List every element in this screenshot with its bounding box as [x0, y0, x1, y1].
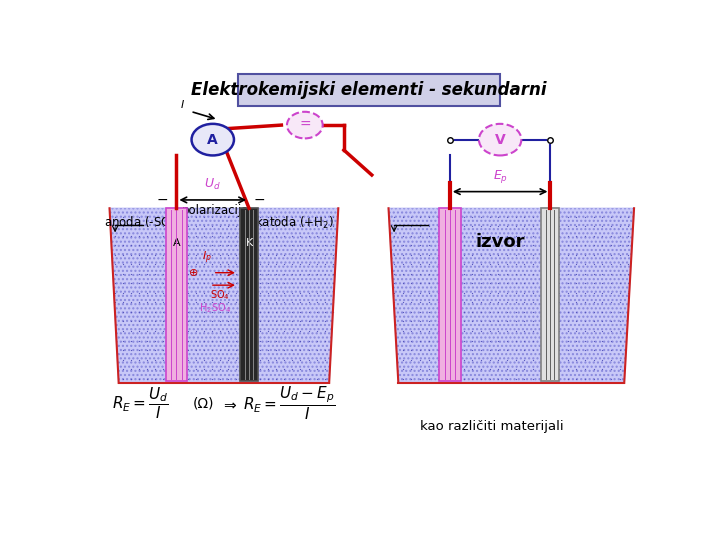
Text: A: A: [207, 133, 218, 147]
Text: Elektrokemijski elementi - sekundarni: Elektrokemijski elementi - sekundarni: [192, 81, 546, 99]
Text: H$_2$SO$_4$: H$_2$SO$_4$: [199, 301, 231, 315]
Circle shape: [479, 124, 521, 156]
Text: V: V: [495, 133, 505, 147]
Text: −: −: [157, 193, 168, 207]
Circle shape: [287, 112, 323, 138]
Text: izvor: izvor: [475, 233, 525, 251]
Text: A: A: [173, 238, 180, 248]
Text: kao različiti materijali: kao različiti materijali: [420, 420, 564, 433]
Text: (Ω): (Ω): [193, 397, 215, 411]
Bar: [541, 208, 559, 381]
Bar: [439, 208, 461, 381]
Circle shape: [192, 124, 234, 156]
Bar: [166, 208, 187, 381]
Text: ⊕: ⊕: [189, 268, 198, 278]
Text: −: −: [253, 193, 265, 207]
Text: $E_p$: $E_p$: [492, 168, 508, 185]
Text: SO$_4$: SO$_4$: [210, 289, 230, 302]
Text: anoda (-SO$_2$): anoda (-SO$_2$): [104, 215, 181, 231]
Text: katoda (+H$_2$): katoda (+H$_2$): [255, 215, 333, 231]
Bar: [240, 208, 258, 381]
Text: $U_d$: $U_d$: [204, 177, 221, 192]
Polygon shape: [389, 208, 634, 383]
Text: polarizacija: polarizacija: [182, 204, 250, 217]
Text: $I_p$: $I_p$: [202, 250, 212, 266]
Text: $\Rightarrow$: $\Rightarrow$: [221, 396, 238, 411]
Text: $\mathit{R_E} = \dfrac{\mathit{U_d}}{\mathit{I}}$: $\mathit{R_E} = \dfrac{\mathit{U_d}}{\ma…: [112, 386, 169, 421]
Text: I: I: [181, 100, 184, 110]
Text: =: =: [299, 118, 310, 132]
Text: $\mathit{R_E} = \dfrac{\mathit{U_d} - \mathit{E_p}}{\mathit{I}}$: $\mathit{R_E} = \dfrac{\mathit{U_d} - \m…: [243, 385, 336, 422]
FancyBboxPatch shape: [238, 74, 500, 106]
Polygon shape: [109, 208, 338, 383]
Text: K: K: [246, 238, 253, 248]
